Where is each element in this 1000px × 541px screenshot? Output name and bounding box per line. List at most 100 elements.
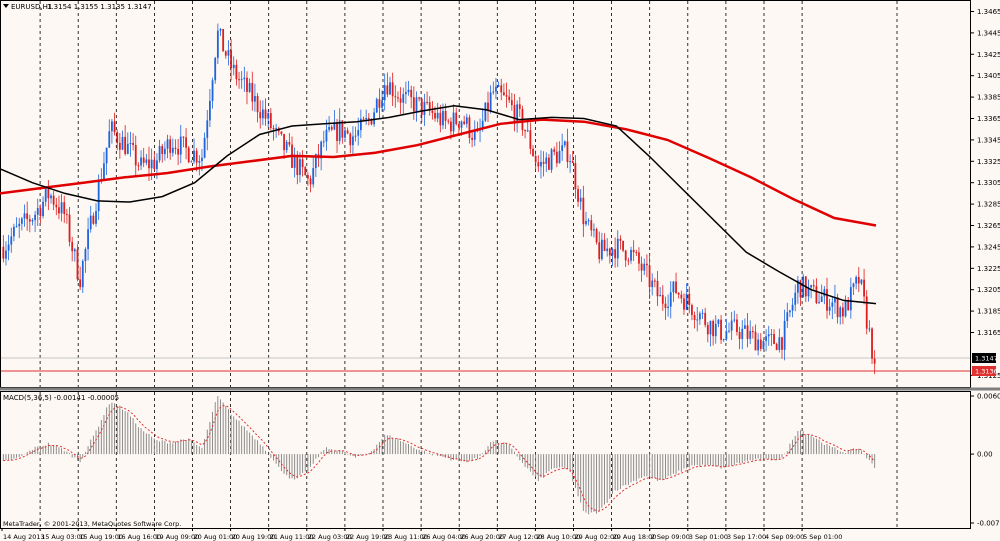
candle-body — [873, 358, 876, 364]
candle-body — [786, 312, 789, 321]
candle-body — [434, 112, 436, 119]
ask-price-box — [972, 353, 996, 363]
candle-body — [683, 298, 685, 310]
candle-body — [325, 129, 328, 142]
candle-body — [733, 319, 736, 321]
candle-body — [736, 319, 738, 333]
candle-body — [450, 121, 452, 132]
price-tick-label: 1.3345 — [977, 136, 1000, 144]
candle-body — [227, 50, 230, 56]
candle-body — [823, 289, 826, 297]
candle-body — [460, 121, 463, 128]
candle-body — [113, 121, 116, 133]
candle-body — [661, 294, 664, 304]
candle-body — [336, 122, 338, 141]
candle-body — [52, 195, 55, 205]
candle-body — [775, 343, 778, 350]
candle-body — [722, 339, 725, 341]
candle-body — [346, 130, 349, 134]
time-tick-label: 22 Aug 19:00 — [346, 533, 390, 541]
price-tick-label: 1.3305 — [977, 179, 1000, 187]
price-tick-label: 1.3385 — [977, 94, 1000, 102]
candle-body — [272, 128, 275, 130]
dropdown-triangle-icon[interactable] — [3, 4, 9, 8]
candle-body — [13, 226, 15, 237]
candle-body — [635, 252, 638, 254]
candle-body — [704, 312, 707, 325]
candle-body — [836, 297, 839, 318]
candle-body — [646, 263, 648, 266]
candle-body — [389, 82, 391, 95]
candle-body — [148, 159, 150, 169]
candle-body — [664, 303, 667, 309]
candle-body — [209, 100, 211, 121]
candle-body — [203, 137, 206, 158]
candle-body — [465, 117, 468, 124]
candle-body — [502, 92, 505, 96]
candle-body — [537, 162, 540, 167]
candle-body — [622, 240, 624, 251]
candle-body — [367, 117, 370, 120]
candle-body — [404, 92, 407, 95]
candle-body — [156, 160, 158, 170]
candle-body — [235, 64, 238, 80]
candle-body — [545, 157, 548, 164]
candle-body — [352, 136, 354, 146]
candle-body — [608, 248, 611, 256]
macd-tick-label: -0.00713 — [977, 520, 1000, 528]
candle-body — [391, 82, 394, 97]
time-tick-label: 20 Aug 19:00 — [232, 533, 276, 541]
time-tick-label: 28 Aug 10:00 — [536, 533, 580, 541]
candle-body — [349, 133, 352, 146]
candle-body — [553, 149, 556, 152]
price-tick-label: 1.3285 — [977, 201, 1000, 209]
candle-body — [714, 323, 717, 337]
candle-body — [484, 102, 487, 121]
candle-body — [187, 147, 190, 163]
candle-body — [831, 302, 834, 307]
candle-body — [20, 218, 23, 224]
candle-body — [638, 252, 640, 264]
candle-body — [426, 101, 428, 103]
candle-body — [513, 105, 516, 124]
price-tick-label: 1.3405 — [977, 72, 1000, 80]
price-tick-label: 1.3205 — [977, 286, 1000, 294]
candle-body — [166, 139, 169, 149]
candle-body — [712, 320, 715, 337]
candle-body — [301, 159, 304, 168]
candle-body — [593, 229, 595, 231]
candle-body — [158, 146, 161, 161]
candle-body — [161, 146, 164, 155]
candle-body — [696, 319, 699, 321]
candle-body — [659, 294, 662, 297]
candle-body — [749, 331, 752, 339]
candle-body — [214, 57, 217, 81]
candle-body — [667, 306, 669, 309]
candle-body — [444, 110, 447, 121]
candle-body — [193, 150, 195, 162]
candle-body — [47, 188, 50, 199]
candle-body — [344, 130, 346, 138]
price-tick-label: 1.3185 — [977, 308, 1000, 316]
candle-body — [201, 157, 203, 162]
candle-body — [328, 126, 330, 130]
candle-body — [688, 293, 691, 306]
candle-body — [505, 95, 508, 97]
candle-body — [606, 248, 609, 251]
candle-body — [264, 109, 267, 119]
ask-price-label: 1.3147 — [975, 355, 998, 363]
main-panel: EURUSD,H1 1.3154 1.3155 1.3135 1.3147 1.… — [0, 0, 1000, 388]
candle-body — [359, 118, 362, 131]
candle-body — [767, 334, 770, 337]
time-tick-label: 26 Aug 04:00 — [422, 533, 466, 541]
candle-body — [243, 77, 246, 80]
candle-body — [841, 307, 844, 317]
time-tick-label: 3 Sep 01:00 — [689, 533, 728, 541]
candle-body — [765, 336, 767, 342]
candle-body — [709, 320, 712, 335]
candle-body — [296, 155, 299, 175]
candle-body — [76, 249, 79, 280]
